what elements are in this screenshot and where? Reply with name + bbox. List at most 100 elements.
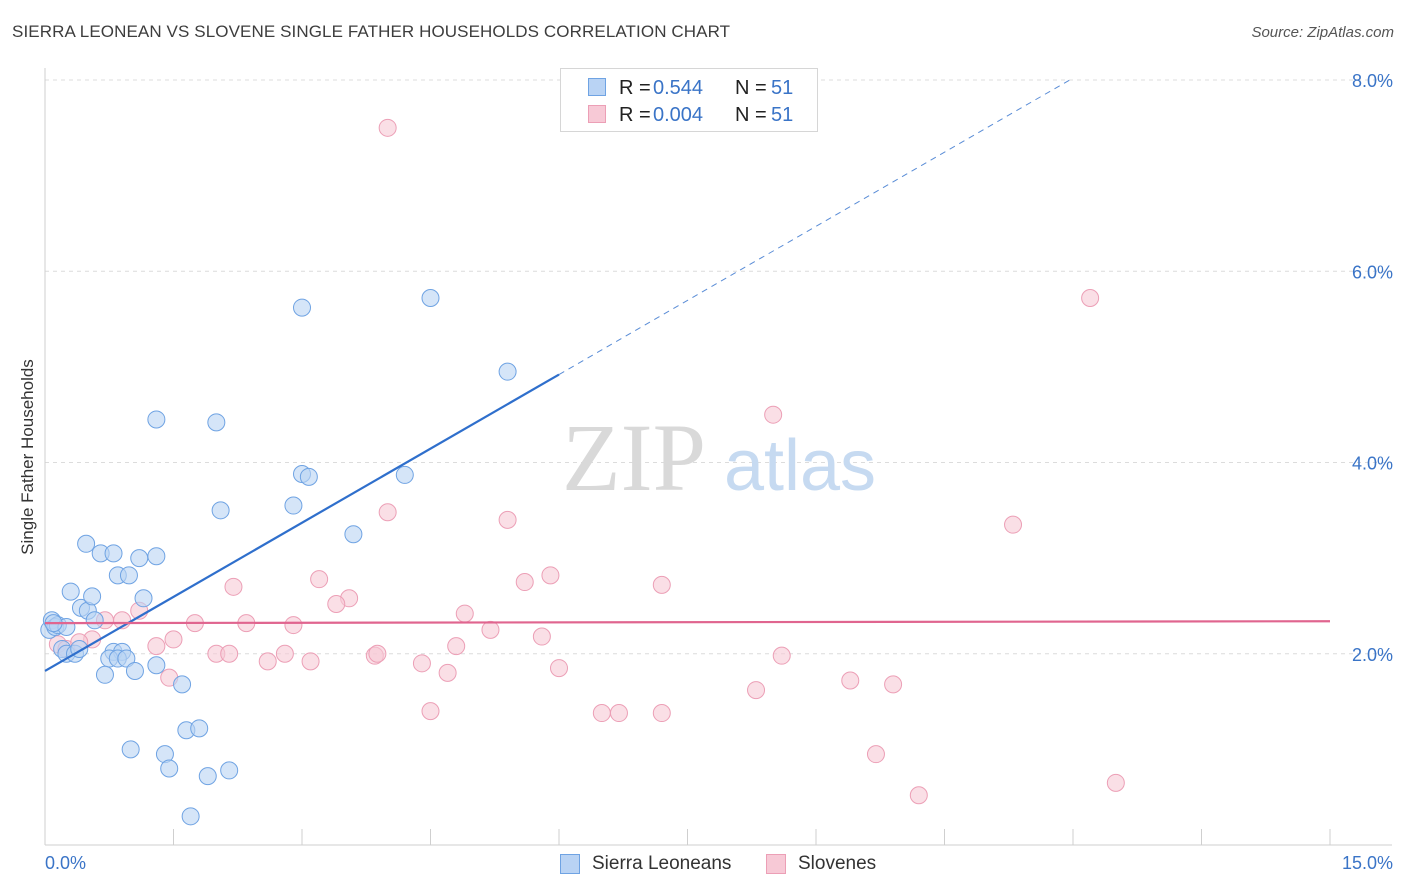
y-tick-label: 8.0% [1352, 71, 1393, 91]
point-sierra-leonean [198, 767, 217, 786]
legend-row-slovenes: R = 0.004 N = 51 [561, 101, 817, 127]
point-slovene [438, 663, 457, 682]
r-label: R = [619, 104, 651, 126]
point-slovene [550, 659, 568, 678]
y-tick-label: 4.0% [1352, 454, 1393, 474]
point-slovene [301, 652, 320, 671]
legend-swatch-slovenes [766, 854, 786, 874]
r-value: 0.004 [653, 104, 704, 126]
source-credit: Source: ZipAtlas.com [1251, 24, 1394, 41]
point-sierra-leonean [284, 496, 303, 515]
tick-labels: 2.0% 4.0% 6.0% 8.0% 0.0% 15.0% [45, 71, 1393, 873]
point-slovene [747, 681, 766, 700]
point-slovene [592, 704, 611, 723]
point-slovene [447, 637, 466, 656]
axes [44, 68, 1392, 846]
point-slovene [275, 644, 294, 663]
point-slovene [378, 118, 397, 137]
point-slovene [498, 510, 517, 529]
n-label: N = [735, 104, 767, 126]
point-slovene [772, 646, 791, 665]
legend-swatch-slovenes [588, 105, 606, 123]
n-label: N = [735, 77, 767, 99]
watermark-zip: ZIP [562, 404, 706, 511]
point-sierra-leonean [190, 719, 209, 738]
point-sierra-leonean [95, 665, 114, 684]
point-slovene [884, 675, 903, 694]
point-slovene [258, 652, 277, 671]
point-slovene [368, 644, 387, 663]
legend-label-sierra-leoneans: Sierra Leoneans [592, 853, 732, 874]
point-sierra-leonean [498, 362, 517, 381]
point-sierra-leonean [421, 289, 440, 308]
point-sierra-leonean [77, 534, 96, 553]
y-tick-label: 6.0% [1352, 262, 1393, 282]
r-value: 0.544 [653, 77, 704, 99]
point-sierra-leonean [173, 675, 192, 694]
point-sierra-leonean [121, 740, 140, 759]
legend-row-sierra-leoneans: R = 0.544 N = 51 [561, 74, 817, 100]
point-sierra-leonean [181, 807, 200, 826]
point-slovene [220, 644, 239, 663]
trend-line-slovenes [44, 620, 1331, 625]
x-tick-label: 0.0% [45, 853, 86, 873]
point-slovene [652, 704, 671, 723]
n-value: 51 [771, 77, 794, 99]
point-slovene [609, 704, 628, 723]
point-slovene [327, 595, 346, 614]
point-slovene [541, 566, 560, 585]
r-label: R = [619, 77, 651, 99]
point-slovene [1106, 773, 1125, 792]
point-slovene [310, 570, 329, 589]
point-sierra-leonean [220, 761, 239, 780]
point-slovene [515, 573, 534, 592]
point-slovene [378, 503, 397, 522]
point-sierra-leonean [299, 467, 318, 486]
point-sierra-leonean [83, 587, 102, 606]
trend-lines [44, 77, 1331, 672]
point-slovene [164, 630, 183, 649]
trend-line-sierra-leoneans [44, 373, 560, 672]
point-slovene [147, 637, 166, 656]
point-sierra-leonean [125, 661, 144, 680]
watermark: ZIP atlas [562, 404, 876, 511]
point-sierra-leonean [293, 298, 311, 317]
chart-title: SIERRA LEONEAN VS SLOVENE SINGLE FATHER … [12, 22, 731, 41]
point-slovene [841, 671, 860, 690]
point-sierra-leonean [344, 525, 363, 544]
point-slovene [652, 575, 671, 594]
point-slovene [412, 654, 431, 673]
point-sierra-leonean [104, 544, 123, 563]
point-slovene [764, 405, 783, 424]
legend-label-slovenes: Slovenes [798, 853, 877, 874]
legend-swatch-sierra-leoneans [560, 854, 580, 874]
point-sierra-leonean [119, 566, 138, 585]
point-sierra-leonean [117, 649, 136, 668]
point-sierra-leonean [147, 547, 166, 566]
point-sierra-leonean [130, 549, 149, 568]
n-value: 51 [771, 104, 794, 126]
point-slovene [1081, 289, 1100, 308]
point-sierra-leonean [134, 589, 153, 608]
point-sierra-leonean [61, 582, 80, 601]
point-slovene [481, 620, 500, 639]
point-sierra-leonean [147, 410, 166, 429]
point-slovene [1004, 515, 1023, 534]
point-slovene [909, 786, 928, 805]
watermark-atlas: atlas [724, 426, 876, 506]
gridlines [45, 79, 1392, 655]
point-sierra-leonean [160, 759, 179, 778]
point-sierra-leonean [395, 465, 414, 484]
point-sierra-leonean [211, 501, 230, 520]
x-tick-label: 15.0% [1342, 853, 1393, 873]
y-tick-label: 2.0% [1352, 645, 1393, 665]
series-legend: Sierra Leoneans Slovenes [0, 852, 1406, 878]
correlation-legend: R = 0.544 N = 51 R = 0.004 N = 51 [560, 68, 818, 132]
legend-swatch-sierra-leoneans [588, 78, 606, 96]
data-points [40, 118, 1125, 826]
point-slovene [455, 604, 474, 623]
point-sierra-leonean [85, 611, 104, 630]
point-slovene [284, 616, 303, 635]
point-slovene [421, 702, 440, 721]
